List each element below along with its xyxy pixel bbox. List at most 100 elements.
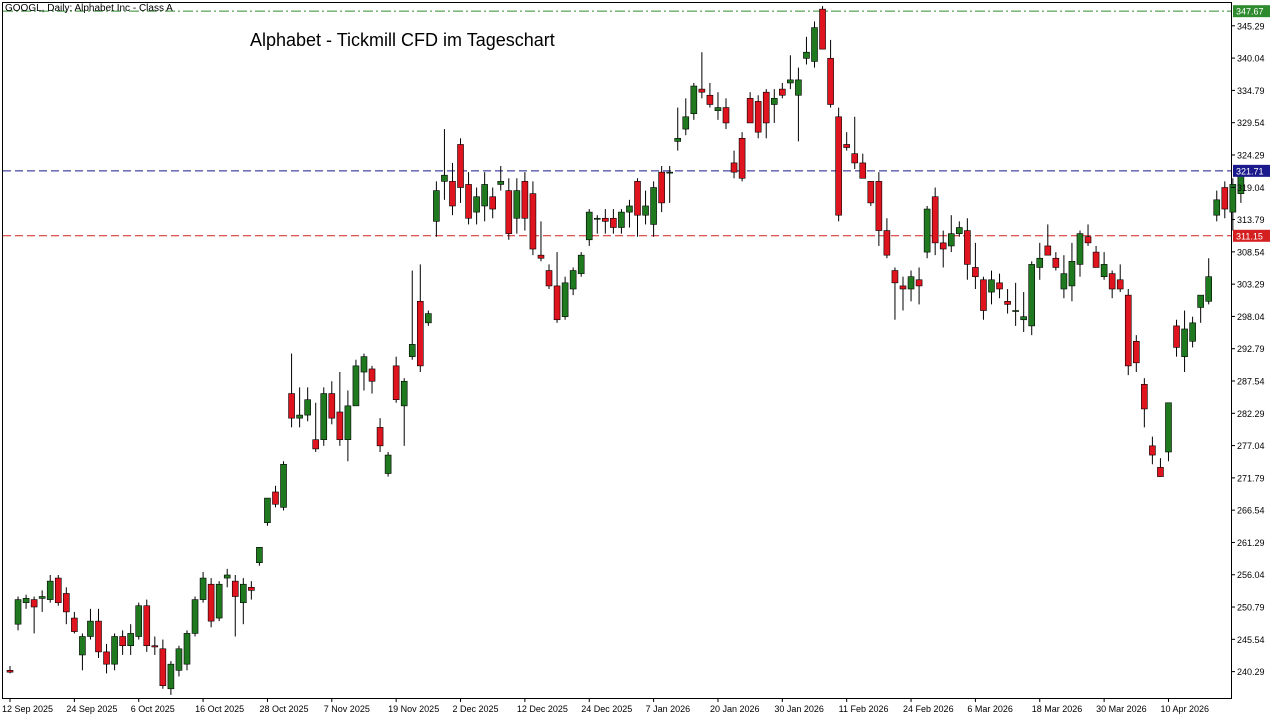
candle bbox=[1157, 458, 1164, 477]
candle-body bbox=[899, 285, 907, 290]
candle bbox=[127, 624, 134, 655]
candle-body bbox=[135, 605, 143, 637]
candle bbox=[376, 418, 384, 452]
candle-body bbox=[585, 211, 593, 241]
y-tick-label: 240.29 bbox=[1237, 667, 1265, 677]
candle-body bbox=[1141, 384, 1148, 410]
candle bbox=[787, 55, 794, 90]
candle-body bbox=[738, 138, 746, 179]
candle-body bbox=[1108, 273, 1116, 290]
candle-body bbox=[1036, 257, 1044, 268]
candle-body bbox=[593, 217, 601, 220]
symbol-info: GOOGL, Daily: Alphabet Inc - Class A bbox=[5, 3, 173, 14]
candle bbox=[529, 181, 537, 256]
candle-body bbox=[272, 491, 279, 505]
candle-body bbox=[939, 242, 947, 250]
candle bbox=[1116, 264, 1124, 293]
candle bbox=[1141, 378, 1148, 428]
x-tick-label: 6 Oct 2025 bbox=[131, 704, 175, 714]
candle-body bbox=[183, 633, 191, 665]
candle-body bbox=[497, 181, 505, 185]
candle bbox=[1036, 242, 1044, 280]
candle-body bbox=[626, 205, 633, 213]
x-axis: 12 Sep 2025 24 Sep 2025 6 Oct 2025 16 Oct 2… bbox=[2, 698, 1209, 714]
candle bbox=[1004, 288, 1011, 314]
candle-body bbox=[1092, 251, 1100, 268]
candle-body bbox=[505, 190, 513, 234]
plot-frame bbox=[2, 2, 1232, 699]
candle bbox=[143, 599, 151, 652]
candle-body bbox=[1004, 300, 1011, 305]
candle bbox=[320, 387, 328, 446]
level-badge bbox=[1233, 164, 1270, 177]
level-badges: 347.67 321.71 311.15 bbox=[1233, 5, 1270, 242]
x-tick-label: 10 Apr 2026 bbox=[1160, 704, 1209, 714]
candle bbox=[875, 172, 883, 246]
candle-body bbox=[360, 356, 368, 373]
candle-body bbox=[46, 580, 54, 600]
candle bbox=[964, 218, 971, 280]
candle bbox=[457, 138, 464, 203]
candle-body bbox=[191, 599, 199, 634]
candle-body bbox=[264, 497, 271, 524]
y-tick-label: 340.04 bbox=[1237, 54, 1265, 64]
candle-body bbox=[6, 670, 14, 673]
candle bbox=[223, 568, 231, 588]
candle-body bbox=[71, 617, 78, 632]
candle bbox=[650, 181, 657, 237]
candle bbox=[1221, 181, 1229, 219]
x-tick-label: 20 Jan 2026 bbox=[710, 704, 760, 714]
candle-body bbox=[1076, 233, 1084, 265]
candle-body bbox=[746, 98, 754, 124]
candle-body bbox=[416, 300, 424, 367]
candle bbox=[545, 264, 553, 289]
level-badge-label: 321.71 bbox=[1236, 166, 1264, 176]
candle-body bbox=[529, 193, 537, 250]
candle bbox=[779, 82, 786, 99]
candle bbox=[658, 165, 665, 213]
candle-body bbox=[392, 365, 400, 401]
candle bbox=[803, 36, 810, 65]
candle-body bbox=[513, 190, 521, 219]
x-tick-label: 7 Nov 2025 bbox=[324, 704, 370, 714]
candle bbox=[1100, 252, 1108, 280]
candle-body bbox=[296, 414, 303, 419]
y-tick-label: 303.29 bbox=[1237, 280, 1265, 290]
candle-body bbox=[384, 454, 392, 474]
candle-body bbox=[304, 399, 311, 416]
candle bbox=[449, 162, 456, 216]
candles bbox=[6, 6, 1245, 695]
y-tick-label: 313.79 bbox=[1237, 215, 1265, 225]
candle bbox=[1092, 245, 1100, 268]
candle bbox=[698, 52, 706, 99]
candle bbox=[119, 630, 126, 655]
candle bbox=[256, 547, 263, 566]
candle bbox=[87, 608, 94, 640]
candle bbox=[1068, 242, 1076, 302]
candle bbox=[513, 178, 521, 234]
candle-body bbox=[441, 174, 448, 182]
candle bbox=[71, 611, 78, 634]
candle bbox=[593, 215, 601, 234]
candle-body bbox=[553, 285, 561, 321]
candle-body bbox=[843, 144, 850, 148]
candle bbox=[63, 587, 70, 625]
candle-body bbox=[95, 620, 102, 653]
candle-body bbox=[947, 233, 955, 247]
candle-body bbox=[119, 636, 126, 647]
level-badge bbox=[1233, 229, 1270, 242]
candle-body bbox=[819, 8, 826, 50]
candle bbox=[682, 98, 690, 136]
candle-body bbox=[215, 583, 223, 619]
candle bbox=[1189, 316, 1196, 348]
candle bbox=[722, 98, 730, 130]
candle-body bbox=[1100, 264, 1108, 277]
candle-body bbox=[964, 230, 971, 265]
y-tick-label: 324.29 bbox=[1237, 150, 1265, 160]
candle bbox=[577, 252, 585, 277]
candle bbox=[159, 639, 167, 689]
candle-body bbox=[1133, 340, 1140, 364]
y-axis: 345.29 340.04 334.79 329.54 324.29 319.04 313.… bbox=[1231, 21, 1265, 677]
candle bbox=[328, 381, 336, 425]
candle bbox=[231, 574, 239, 637]
